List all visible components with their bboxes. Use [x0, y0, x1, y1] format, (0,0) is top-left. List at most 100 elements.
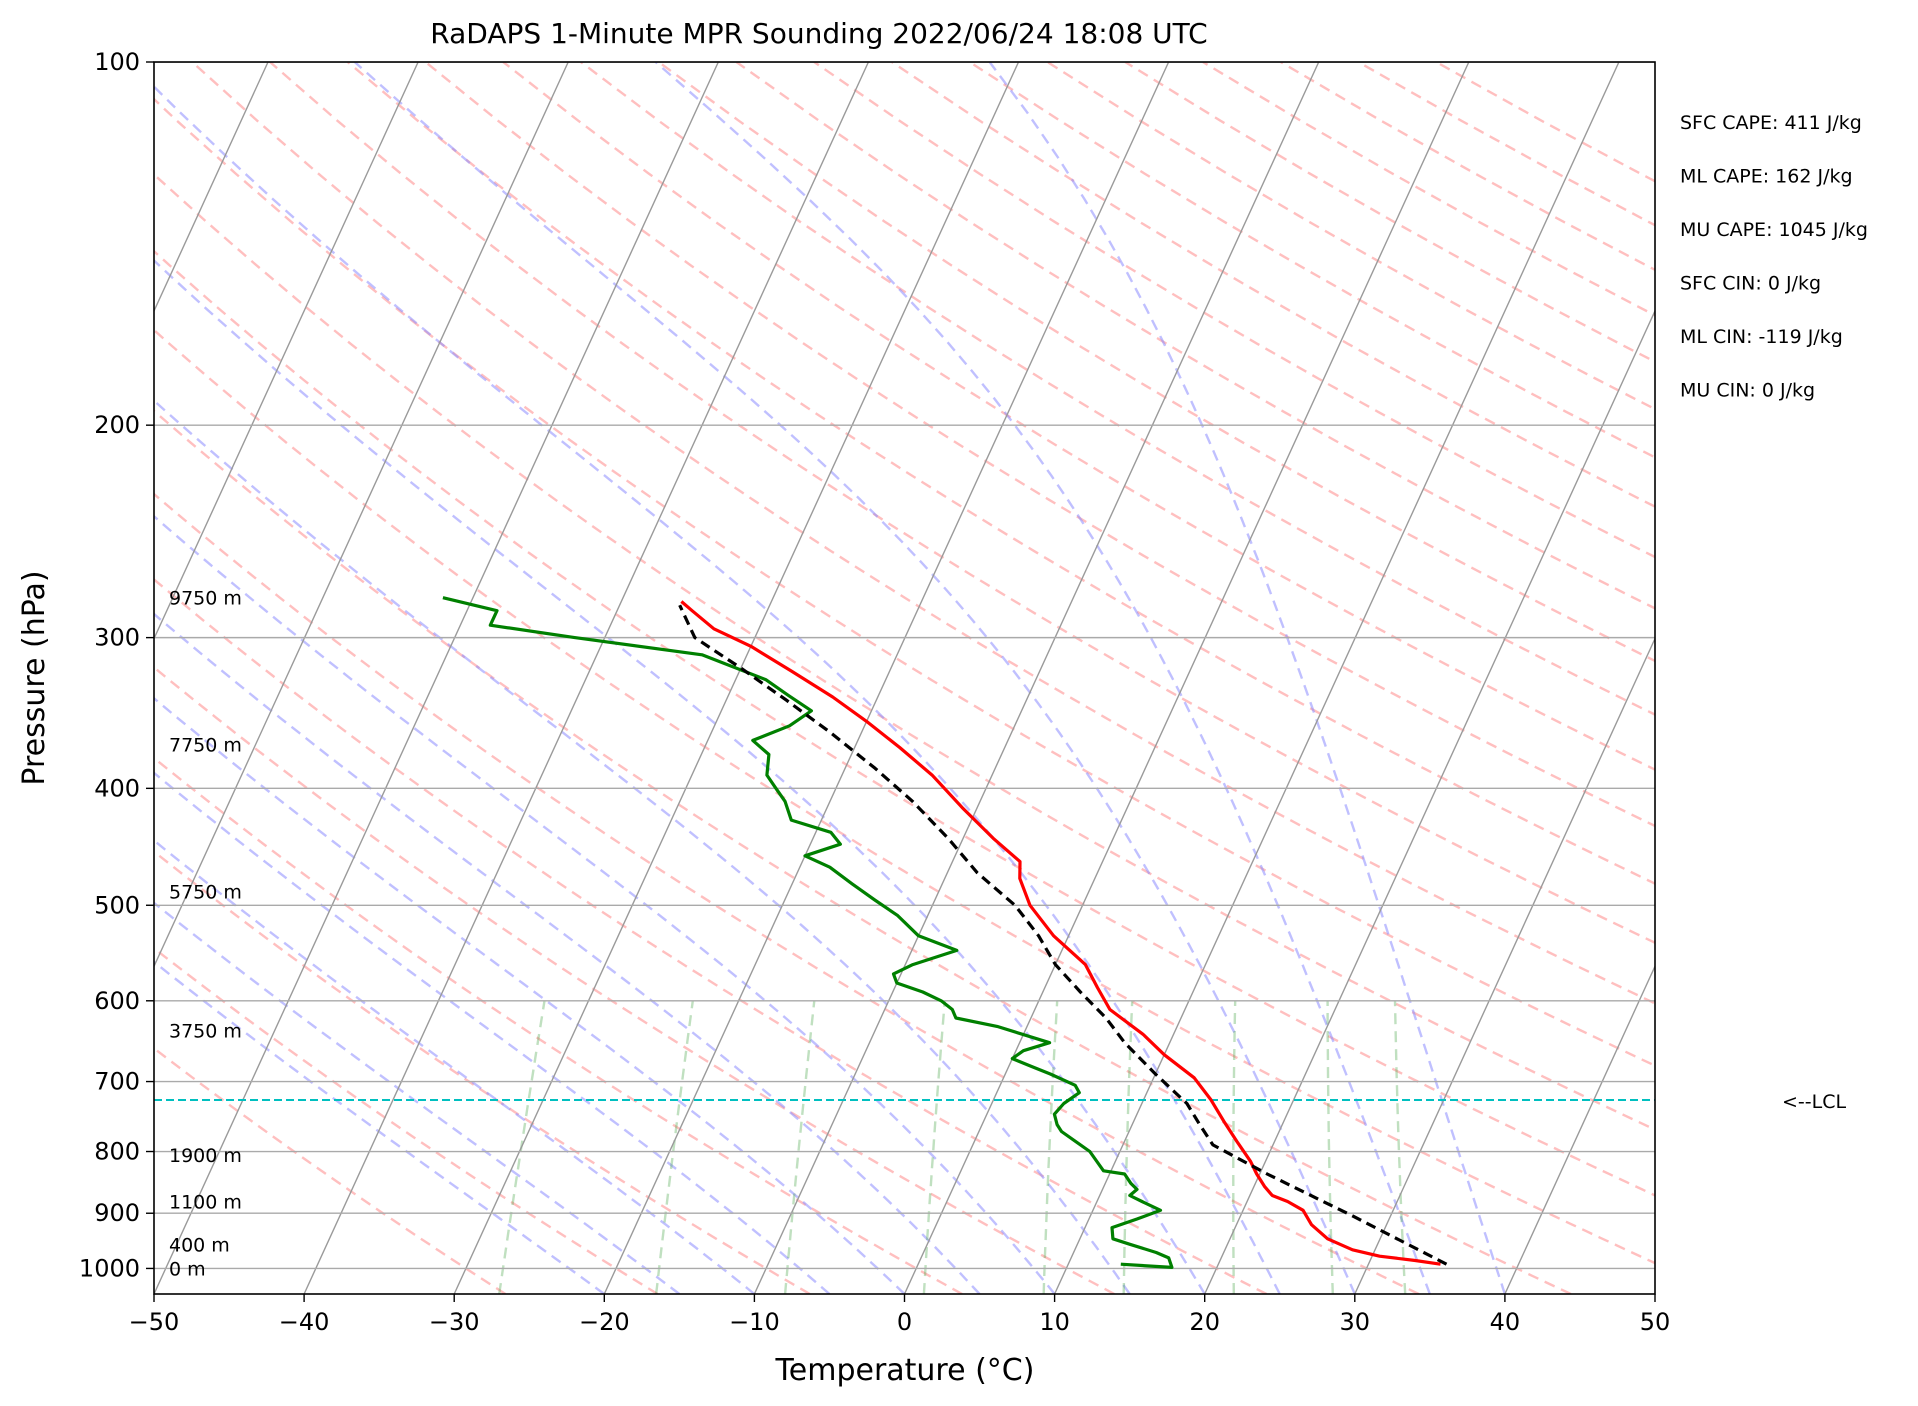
y-tick-label: 900: [94, 1199, 140, 1227]
moist-adiabat-line: [154, 838, 756, 1294]
x-tick-label: 40: [1490, 1308, 1521, 1336]
isotherm-gridline: [903, 62, 1470, 1294]
x-tick-label: 30: [1340, 1308, 1371, 1336]
dewpoint-profile: [442, 596, 1174, 1269]
dry-adiabat-line: [891, 62, 1655, 508]
x-tick-label: 10: [1039, 1308, 1070, 1336]
x-axis-ticks: −50 −40 −30 −20 −10 0 10 20 30 40 50: [129, 1294, 1671, 1336]
x-tick-label: −10: [729, 1308, 780, 1336]
mixing-ratio-line: [654, 1000, 694, 1294]
mixing-ratio-line: [1393, 1000, 1407, 1294]
index-text: ML CAPE: 162 J/kg: [1680, 166, 1853, 188]
moist-adiabat-line: [154, 696, 906, 1294]
moist-adiabat-line: [154, 399, 1131, 1294]
height-label: 5750 m: [169, 881, 242, 903]
height-label: 9750 m: [169, 588, 242, 610]
x-tick-label: −20: [579, 1308, 630, 1336]
isotherm-gridline: [603, 62, 1170, 1294]
index-text: ML CIN: -119 J/kg: [1680, 326, 1843, 348]
mixing-ratio-line: [783, 1000, 816, 1294]
y-tick-label: 500: [94, 891, 140, 919]
temperature-profile: [680, 600, 1441, 1266]
isotherm-gridline: [1053, 62, 1620, 1294]
moist-adiabat-line: [154, 85, 1281, 1294]
moist-adiabat-line: [154, 771, 831, 1294]
isotherm-gridline: [1204, 309, 1655, 1294]
dry-adiabat-line: [154, 756, 963, 1294]
moist-adiabat-line: [654, 62, 1431, 1294]
plot-frame: [153, 61, 1656, 1295]
x-tick-label: 20: [1189, 1308, 1220, 1336]
mixing-ratio-line: [498, 1000, 546, 1294]
index-text: MU CIN: 0 J/kg: [1680, 380, 1815, 402]
dry-adiabat-line: [154, 172, 1655, 1131]
height-label: 0 m: [169, 1258, 206, 1280]
mixing-ratio-line: [1122, 1000, 1134, 1294]
isotherm-gridline: [453, 62, 1020, 1294]
dry-adiabat-line: [154, 577, 1268, 1294]
chart-title: RaDAPS 1-Minute MPR Sounding 2022/06/24 …: [430, 17, 1207, 50]
moist-adiabat-line: [353, 62, 1356, 1294]
y-tick-label: 400: [94, 774, 140, 802]
y-axis-label: Pressure (hPa): [17, 570, 52, 785]
dry-adiabat-line: [346, 62, 1655, 885]
dry-adiabat-line: [154, 946, 659, 1294]
mixing-ratio-line: [1326, 1000, 1334, 1294]
x-tick-label: −50: [129, 1308, 180, 1336]
mixing-ratio-line: [1232, 1000, 1237, 1294]
y-tick-label: 800: [94, 1138, 140, 1166]
isotherm-gridline: [1354, 636, 1655, 1294]
isotherm-gridline: [154, 62, 719, 1294]
x-tick-label: −30: [429, 1308, 480, 1336]
isotherm-gridline: [154, 62, 419, 641]
dry-adiabat-line: [154, 249, 1655, 1197]
moist-adiabat-line: [988, 62, 1507, 1294]
dry-adiabat-line: [191, 62, 1655, 1005]
height-label: 1100 m: [169, 1191, 242, 1213]
dry-adiabat-line: [154, 1046, 507, 1294]
x-tick-label: 50: [1640, 1308, 1671, 1336]
stability-indices: SFC CAPE: 411 J/kg ML CAPE: 162 J/kg MU CA…: [1680, 112, 1868, 402]
isotherm-gridline: [303, 62, 870, 1294]
dry-adiabat-line: [154, 97, 1655, 1067]
height-label: 1900 m: [169, 1145, 242, 1167]
moist-adiabat-line: [154, 258, 1206, 1294]
dry-adiabat-line: [502, 62, 1655, 771]
isotherm-gridline: [154, 62, 569, 968]
moist-adiabat-line: [154, 514, 1056, 1294]
height-label: 7750 m: [169, 735, 242, 757]
moist-adiabat-line: [154, 612, 981, 1294]
height-label: 400 m: [169, 1234, 230, 1256]
lcl-label: <--LCL: [1782, 1091, 1846, 1113]
y-tick-label: 100: [94, 48, 140, 76]
dry-adiabat-line: [580, 62, 1655, 716]
mixing-ratio-line: [1042, 1000, 1059, 1294]
y-tick-label: 700: [94, 1068, 140, 1096]
isotherm-gridline: [753, 62, 1320, 1294]
index-text: MU CAPE: 1045 J/kg: [1680, 219, 1868, 241]
index-text: SFC CAPE: 411 J/kg: [1680, 112, 1862, 134]
dry-adiabat-line: [269, 62, 1655, 945]
isotherm-gridline: [154, 62, 269, 313]
y-tick-label: 1000: [79, 1254, 140, 1282]
x-tick-label: 0: [897, 1308, 912, 1336]
moist-adiabat-line: [154, 901, 681, 1294]
y-axis-ticks: 1000 900 800 700 600 500 400 300 200 100: [79, 48, 154, 1282]
moist-adiabat-line: [154, 960, 606, 1294]
dry-adiabat-line: [657, 62, 1655, 663]
x-axis-label: Temperature (°C): [775, 1353, 1035, 1388]
dry-adiabat-line: [735, 62, 1655, 610]
y-tick-label: 200: [94, 411, 140, 439]
y-tick-label: 600: [94, 987, 140, 1015]
dry-adiabat-line: [154, 409, 1572, 1294]
background-lines: [154, 62, 1655, 1294]
mixing-ratio-line: [922, 1000, 946, 1294]
parcel-profile: [678, 604, 1448, 1266]
x-tick-label: −40: [279, 1308, 330, 1336]
series-layer: [154, 596, 1655, 1269]
y-tick-label: 300: [94, 624, 140, 652]
gridlines: [154, 62, 1655, 1294]
height-label: 3750 m: [169, 1020, 242, 1042]
